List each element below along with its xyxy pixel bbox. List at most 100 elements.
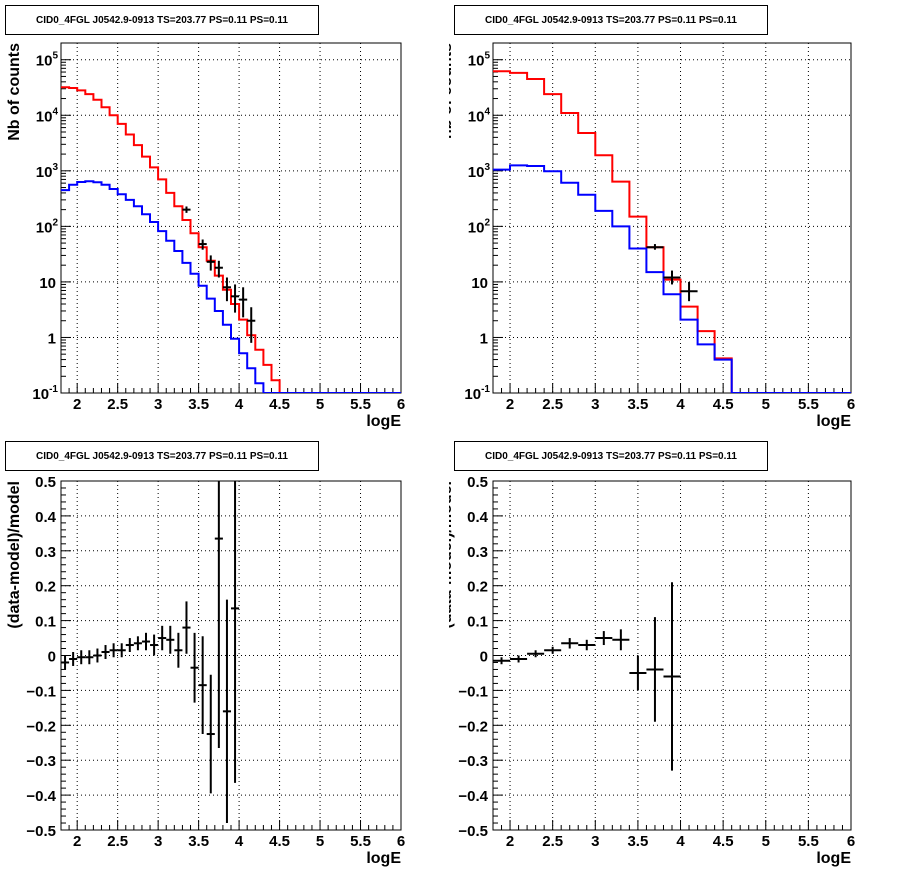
x-tick-label: 5: [762, 396, 770, 413]
x-tick-label: 2.5: [107, 833, 128, 850]
x-tick-label: 2.5: [542, 396, 563, 413]
y-tick-label: 0.3: [35, 544, 56, 561]
data-point: [174, 632, 183, 668]
data-point: [198, 239, 207, 250]
chart-title: CID0_4FGL J0542.9-0913 TS=203.77 PS=0.11…: [454, 5, 768, 35]
data-point: [85, 650, 94, 665]
chart-panel-top-right: 2 2.5 3 3.5 4 4.5 5 5.5 6 10-1 1 10 102 103 104 105 logE…: [449, 42, 855, 430]
x-tick-label: 5.5: [350, 833, 371, 850]
plot-area: [61, 481, 240, 824]
data-point: [663, 582, 681, 771]
x-tick-label: 3.5: [627, 833, 648, 850]
x-axis-label: logE: [816, 413, 851, 430]
x-tick-label: 3: [154, 396, 162, 413]
data-point: [101, 645, 110, 659]
plot-area: [493, 582, 681, 771]
x-tick-label: 3.5: [188, 833, 209, 850]
data-point: [646, 244, 664, 250]
data-point: [150, 634, 159, 656]
x-tick-label: 2: [73, 396, 81, 413]
data-point: [612, 629, 630, 651]
data-point: [158, 625, 167, 651]
y-tick-label: −0.1: [26, 683, 56, 700]
y-tick-label: 104: [36, 106, 59, 125]
x-tick-label: 3: [591, 833, 599, 850]
x-tick-label: 3.5: [627, 396, 648, 413]
data-point: [231, 481, 240, 783]
data-point: [510, 655, 528, 663]
x-tick-label: 4.5: [269, 833, 290, 850]
x-tick-label: 5: [316, 396, 324, 413]
x-tick-label: 6: [847, 396, 855, 413]
data-point: [206, 255, 215, 271]
x-tick-label: 4.5: [713, 396, 734, 413]
x-tick-label: 4: [676, 396, 685, 413]
x-tick-label: 4.5: [713, 833, 734, 850]
x-tick-label: 6: [397, 396, 405, 413]
chart-panel-bottom-left: 2 2.5 3 3.5 4 4.5 5 5.5 6 −0.5 −0.4 −0.3 −0.2 −0.1 0 0.…: [6, 474, 405, 867]
y-tick-label: 10-1: [32, 384, 58, 403]
y-tick-label: 0.4: [35, 509, 57, 526]
y-tick-label: 10: [39, 275, 56, 292]
data-point: [77, 650, 86, 665]
series-background-line: [493, 164, 851, 393]
x-tick-label: 6: [397, 833, 405, 850]
y-tick-label: 0.2: [467, 579, 488, 596]
y-tick-label: 105: [36, 51, 59, 70]
x-tick-label: 2: [506, 396, 514, 413]
data-point: [222, 277, 231, 302]
data-point: [93, 648, 102, 663]
y-tick-label: 1: [48, 330, 56, 347]
y-tick-label: −0.2: [458, 718, 488, 735]
data-point: [493, 657, 511, 665]
y-tick-label: 1: [480, 330, 488, 347]
y-tick-label: 0.5: [35, 474, 56, 491]
y-tick-label: 0.3: [467, 544, 488, 561]
x-tick-label: 5.5: [798, 396, 819, 413]
chart-title: CID0_4FGL J0542.9-0913 TS=203.77 PS=0.11…: [5, 441, 319, 471]
data-point: [182, 206, 191, 213]
data-point: [125, 638, 134, 653]
chart-title: CID0_4FGL J0542.9-0913 TS=203.77 PS=0.11…: [454, 441, 768, 471]
data-point: [247, 307, 256, 343]
data-point: [527, 650, 545, 658]
data-point: [239, 287, 248, 318]
chart-title: CID0_4FGL J0542.9-0913 TS=203.77 PS=0.11…: [5, 5, 319, 35]
data-point: [190, 632, 199, 703]
x-tick-label: 6: [847, 833, 855, 850]
y-tick-label: −0.5: [26, 823, 56, 840]
y-tick-label: 104: [468, 106, 491, 125]
y-tick-label: 102: [468, 217, 491, 236]
x-tick-label: 5.5: [350, 396, 371, 413]
data-point: [629, 655, 647, 691]
x-tick-label: 4: [235, 833, 244, 850]
x-tick-label: 5.5: [798, 833, 819, 850]
y-tick-label: 0.2: [35, 579, 56, 596]
data-point: [141, 632, 151, 651]
x-tick-label: 5: [316, 833, 324, 850]
data-point: [578, 639, 596, 651]
y-tick-label: −0.1: [458, 683, 488, 700]
x-tick-label: 4.5: [269, 396, 290, 413]
y-tick-label: 103: [468, 162, 491, 181]
y-tick-label: 0.4: [467, 509, 489, 526]
y-tick-label: 102: [36, 217, 59, 236]
series-background-line: [61, 180, 401, 393]
y-tick-label: 0.5: [467, 474, 488, 491]
y-tick-label: 0: [48, 649, 56, 666]
data-point: [69, 652, 78, 666]
y-tick-label: 105: [468, 51, 491, 70]
data-point: [561, 638, 579, 649]
data-point: [214, 481, 223, 748]
data-point: [117, 643, 126, 658]
data-point: [680, 281, 698, 302]
y-tick-label: 103: [36, 162, 59, 181]
x-axis-label: logE: [366, 850, 401, 867]
data-point: [222, 599, 231, 824]
y-tick-label: 10: [471, 275, 488, 292]
data-point: [231, 284, 240, 313]
y-tick-label: −0.5: [458, 823, 488, 840]
plot-frame: [60, 42, 402, 394]
x-axis-label: logE: [816, 850, 851, 867]
data-point: [198, 636, 207, 735]
